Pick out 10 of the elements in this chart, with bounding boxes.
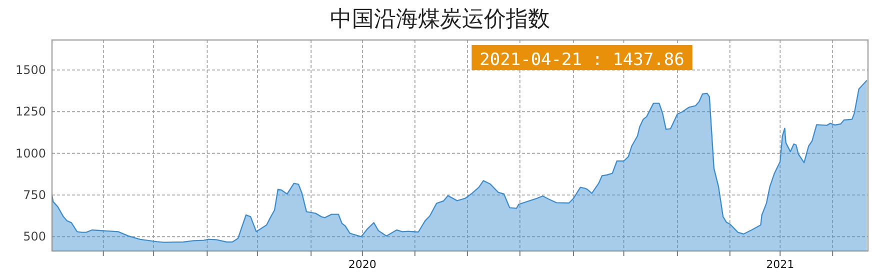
xtick: 2021 xyxy=(766,258,794,271)
ytick: 750 xyxy=(23,188,46,202)
ytick: 1500 xyxy=(15,63,46,77)
xtick: 2020 xyxy=(348,258,376,271)
ytick: 1000 xyxy=(15,146,46,160)
title: 中国沿海煤炭运价指数 xyxy=(330,7,550,32)
ytick: 1250 xyxy=(15,104,46,119)
annotation: 2021-04-21 : 1437.86 xyxy=(472,45,692,70)
annotation: 2021-04-21 : 1437.86 xyxy=(480,50,684,70)
ytick: 500 xyxy=(23,230,46,244)
